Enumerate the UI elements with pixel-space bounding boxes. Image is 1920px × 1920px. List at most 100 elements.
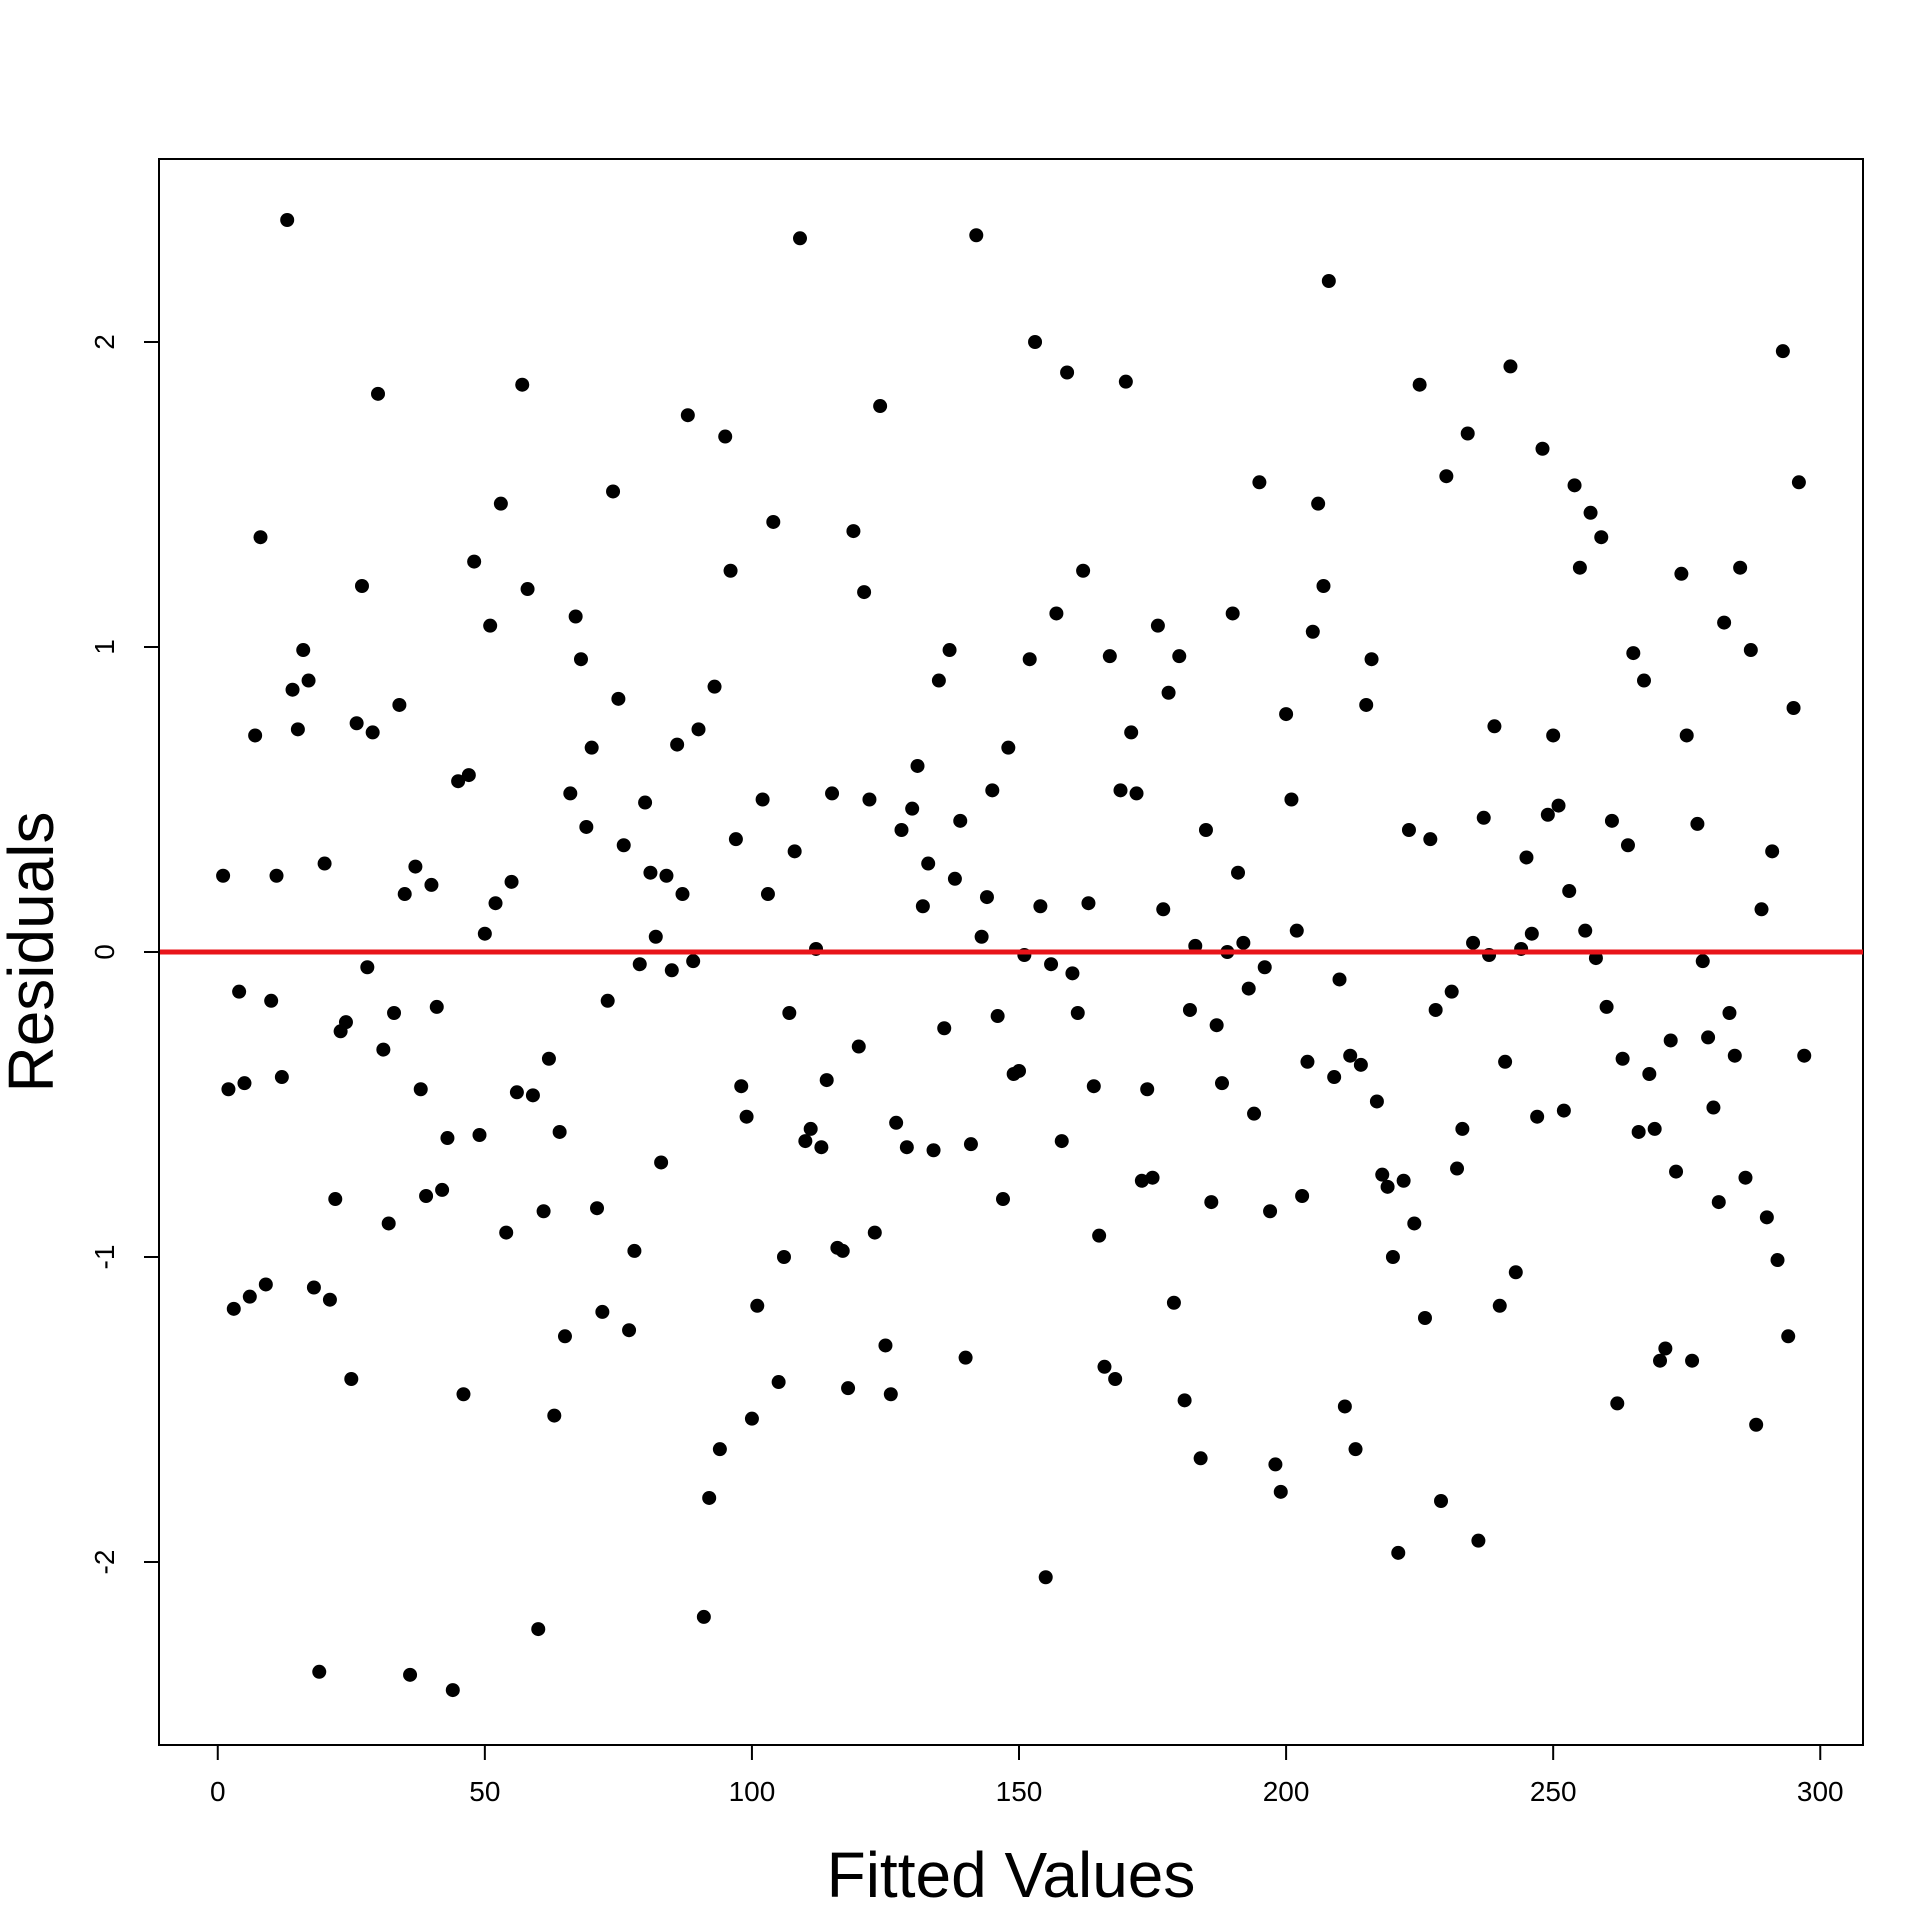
data-point-142 <box>969 228 984 243</box>
data-point-93 <box>707 679 722 694</box>
data-point-99 <box>739 1109 754 1124</box>
data-point-108 <box>787 844 802 859</box>
y-axis: -2 -1 0 1 2 <box>89 334 160 1574</box>
data-point-97 <box>728 832 743 847</box>
data-point-34 <box>392 697 407 712</box>
data-point-30 <box>371 386 386 401</box>
data-point-6 <box>242 1289 257 1304</box>
data-point-224 <box>1407 1216 1422 1231</box>
data-point-8 <box>253 530 268 545</box>
data-point-139 <box>953 813 968 828</box>
data-point-220 <box>1385 1250 1400 1264</box>
data-point-107 <box>782 1006 797 1020</box>
data-point-36 <box>403 1667 418 1682</box>
data-point-39 <box>419 1189 434 1203</box>
data-point-144 <box>979 890 994 905</box>
data-point-172 <box>1129 786 1144 801</box>
data-point-64 <box>552 1124 567 1139</box>
data-point-52 <box>488 896 503 911</box>
data-point-4 <box>232 984 247 999</box>
data-point-242 <box>1503 359 1518 374</box>
data-point-45 <box>451 774 466 789</box>
data-point-215 <box>1359 697 1374 712</box>
data-point-248 <box>1535 441 1550 456</box>
data-point-223 <box>1401 823 1416 837</box>
data-point-282 <box>1717 615 1732 630</box>
data-point-279 <box>1701 1030 1716 1045</box>
data-point-78 <box>627 1243 642 1258</box>
data-point-136 <box>937 1021 952 1036</box>
data-point-153 <box>1028 335 1043 349</box>
data-point-183 <box>1188 938 1203 953</box>
x-tick-label: 250 <box>1530 1776 1577 1807</box>
data-point-239 <box>1487 719 1502 734</box>
data-point-50 <box>477 926 492 941</box>
data-point-135 <box>931 673 946 688</box>
data-point-188 <box>1215 1076 1229 1091</box>
data-point-186 <box>1204 1195 1219 1210</box>
data-point-232 <box>1450 1161 1465 1176</box>
data-point-41 <box>429 999 444 1014</box>
data-point-46 <box>456 1387 471 1402</box>
data-point-119 <box>846 524 861 539</box>
data-point-105 <box>771 1375 786 1390</box>
x-tick-label: 200 <box>1263 1776 1310 1807</box>
data-point-9 <box>258 1277 273 1292</box>
data-point-206 <box>1311 496 1326 511</box>
data-point-197 <box>1263 1204 1278 1219</box>
data-point-70 <box>584 740 599 755</box>
data-point-222 <box>1396 1173 1411 1188</box>
data-point-250 <box>1546 728 1561 743</box>
data-point-161 <box>1070 1006 1085 1020</box>
data-point-65 <box>557 1329 572 1344</box>
data-point-196 <box>1257 960 1272 975</box>
data-point-241 <box>1498 1054 1513 1069</box>
data-point-269 <box>1647 1121 1662 1136</box>
data-point-286 <box>1738 1170 1753 1185</box>
data-point-126 <box>883 1387 898 1402</box>
y-tick-label: 2 <box>89 334 120 350</box>
data-point-208 <box>1321 274 1336 288</box>
data-point-62 <box>541 1051 556 1066</box>
data-point-194 <box>1247 1106 1262 1121</box>
data-point-233 <box>1455 1121 1470 1136</box>
data-point-133 <box>921 856 936 871</box>
data-point-160 <box>1065 966 1080 981</box>
data-point-14 <box>285 682 300 697</box>
data-point-225 <box>1412 377 1427 392</box>
data-point-251 <box>1551 798 1566 813</box>
data-point-88 <box>680 408 695 423</box>
data-point-31 <box>376 1042 391 1057</box>
data-point-268 <box>1642 1067 1657 1081</box>
data-point-256 <box>1578 923 1593 938</box>
data-point-292 <box>1770 1253 1785 1268</box>
data-point-174 <box>1140 1082 1155 1097</box>
data-point-200 <box>1279 707 1294 722</box>
data-point-162 <box>1076 563 1091 578</box>
data-point-48 <box>467 554 482 569</box>
data-point-59 <box>525 1088 540 1103</box>
data-point-187 <box>1209 1018 1224 1033</box>
data-point-141 <box>963 1137 978 1152</box>
data-point-103 <box>760 887 775 902</box>
data-point-25 <box>344 1372 359 1386</box>
y-tick-label: -1 <box>89 1245 120 1270</box>
data-point-60 <box>531 1622 546 1637</box>
data-point-240 <box>1492 1298 1507 1313</box>
data-point-203 <box>1295 1189 1310 1203</box>
data-point-32 <box>381 1216 396 1231</box>
data-point-71 <box>590 1201 605 1216</box>
data-point-106 <box>776 1250 791 1264</box>
data-point-134 <box>926 1143 941 1158</box>
data-point-257 <box>1583 505 1598 520</box>
data-point-181 <box>1177 1393 1192 1408</box>
data-point-87 <box>675 887 690 902</box>
data-point-190 <box>1225 606 1240 621</box>
data-point-229 <box>1434 1494 1449 1508</box>
data-point-40 <box>424 877 439 892</box>
data-point-118 <box>841 1381 856 1396</box>
data-point-253 <box>1562 884 1577 898</box>
data-point-164 <box>1086 1079 1101 1094</box>
data-point-2 <box>221 1082 236 1097</box>
data-point-281 <box>1711 1195 1726 1210</box>
